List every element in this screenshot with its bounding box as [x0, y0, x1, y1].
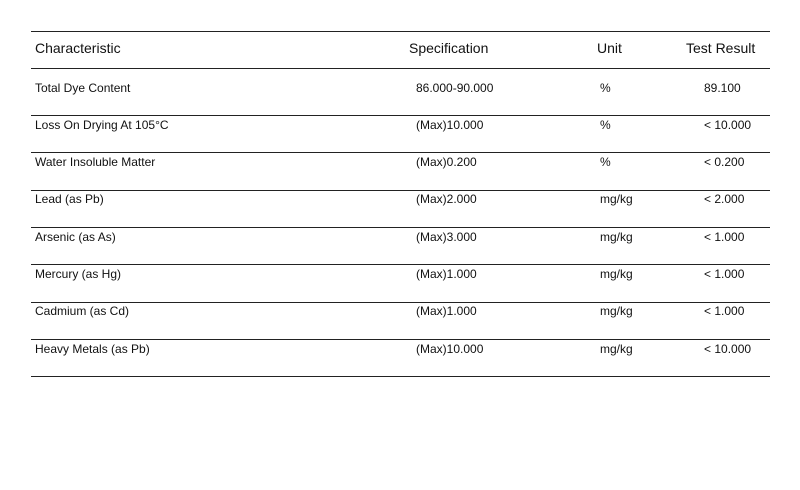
cell-test-result: 89.100 — [704, 81, 741, 95]
cell-test-result: < 10.000 — [704, 342, 752, 356]
header-rule — [31, 68, 770, 69]
cell-characteristic: Mercury (as Hg) — [35, 267, 122, 281]
cell-test-result: < 10.000 — [704, 118, 752, 132]
cell-unit: mg/kg — [600, 342, 633, 356]
cell-test-result: < 2.000 — [704, 192, 745, 206]
row-rule — [31, 339, 770, 340]
table-top-rule — [31, 31, 770, 32]
cell-unit: % — [600, 81, 611, 95]
cell-specification: (Max)10.000 — [416, 342, 484, 356]
row-rule — [31, 152, 770, 153]
cell-specification: (Max)2.000 — [416, 192, 477, 206]
cell-specification: 86.000-90.000 — [416, 81, 494, 95]
row-rule — [31, 376, 770, 377]
cell-characteristic: Lead (as Pb) — [35, 192, 104, 206]
cell-unit: % — [600, 118, 611, 132]
cell-unit: mg/kg — [600, 230, 633, 244]
cell-unit: % — [600, 155, 611, 169]
header-characteristic: Characteristic — [35, 40, 121, 56]
header-specification: Specification — [409, 40, 489, 56]
row-rule — [31, 302, 770, 303]
cell-specification: (Max)1.000 — [416, 304, 477, 318]
cell-characteristic: Loss On Drying At 105°C — [35, 118, 169, 132]
cell-specification: (Max)1.000 — [416, 267, 477, 281]
row-rule — [31, 227, 770, 228]
row-rule — [31, 115, 770, 116]
row-rule — [31, 190, 770, 191]
cell-characteristic: Arsenic (as As) — [35, 230, 116, 244]
row-rule — [31, 264, 770, 265]
cell-unit: mg/kg — [600, 304, 633, 318]
cell-specification: (Max)10.000 — [416, 118, 484, 132]
header-test-result: Test Result — [686, 40, 756, 56]
header-unit: Unit — [597, 40, 622, 56]
cell-characteristic: Cadmium (as Cd) — [35, 304, 130, 318]
cell-test-result: < 1.000 — [704, 267, 745, 281]
cell-characteristic: Water Insoluble Matter — [35, 155, 156, 169]
cell-unit: mg/kg — [600, 267, 633, 281]
cell-specification: (Max)0.200 — [416, 155, 477, 169]
cell-test-result: < 1.000 — [704, 304, 745, 318]
cell-test-result: < 1.000 — [704, 230, 745, 244]
cell-unit: mg/kg — [600, 192, 633, 206]
cell-specification: (Max)3.000 — [416, 230, 477, 244]
cell-characteristic: Heavy Metals (as Pb) — [35, 342, 150, 356]
cell-test-result: < 0.200 — [704, 155, 745, 169]
cell-characteristic: Total Dye Content — [35, 81, 131, 95]
